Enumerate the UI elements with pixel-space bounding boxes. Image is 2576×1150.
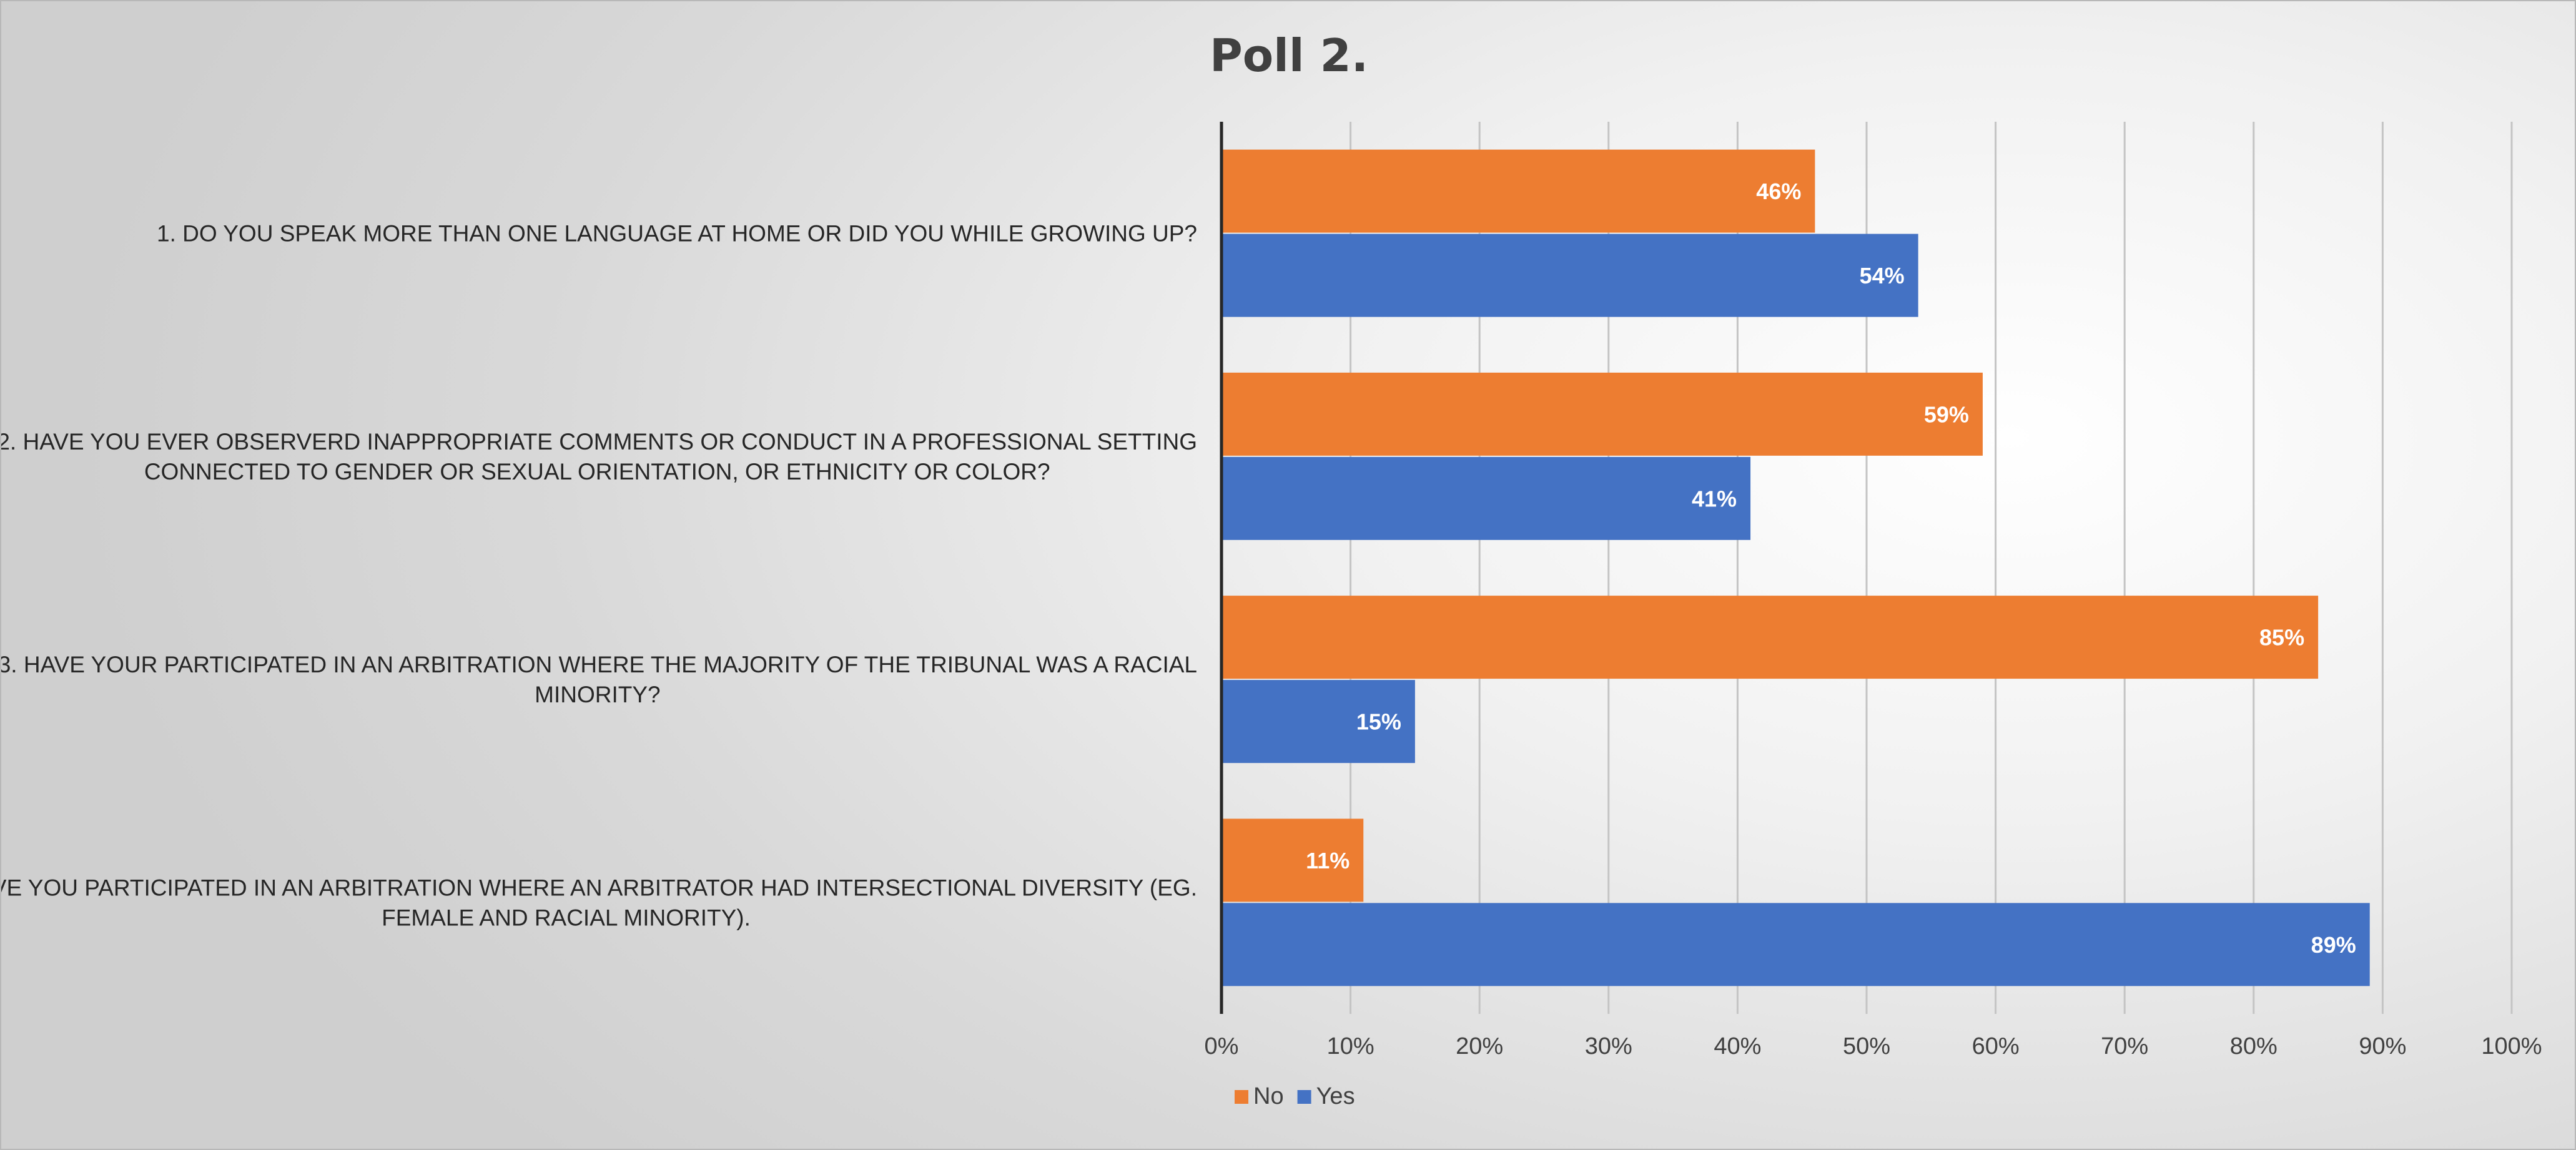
- data-label: 59%: [1924, 401, 1969, 427]
- legend-label: No: [1253, 1083, 1284, 1109]
- category-label-line: 1. DO YOU SPEAK MORE THAN ONE LANGUAGE A…: [157, 221, 1197, 247]
- data-label: 15%: [1356, 709, 1401, 735]
- bar-no: [1221, 372, 1983, 456]
- data-label: 85%: [2259, 625, 2304, 651]
- bar-no: [1221, 149, 1815, 233]
- legend-label: Yes: [1316, 1083, 1355, 1109]
- x-tick-label: 30%: [1585, 1033, 1632, 1059]
- category-labels: 1. DO YOU SPEAK MORE THAN ONE LANGUAGE A…: [1, 221, 1197, 931]
- data-label: 41%: [1692, 486, 1737, 511]
- bar-no: [1221, 818, 1364, 902]
- category-label: 3. HAVE YOUR PARTICIPATED IN AN ARBITRAT…: [1, 652, 1197, 707]
- x-tick-label: 50%: [1843, 1033, 1890, 1059]
- category-label-line: MINORITY?: [535, 682, 660, 707]
- data-label: 11%: [1306, 848, 1350, 873]
- data-labels: 46% 54% 59% 41% 85% 15% 11% 89%: [1306, 179, 2356, 958]
- legend: No Yes: [1235, 1083, 1355, 1109]
- category-label-line: 2. HAVE YOU EVER OBSERVERD INAPPROPRIATE…: [1, 429, 1197, 455]
- x-tick-label: 60%: [1972, 1033, 2020, 1059]
- bar-no: [1221, 596, 2319, 679]
- category-label-line: FEMALE AND RACIAL MINORITY).: [382, 905, 751, 930]
- chart-title: Poll 2.: [1210, 29, 1368, 82]
- legend-swatch-no: [1235, 1090, 1248, 1104]
- x-tick-label: 80%: [2230, 1033, 2277, 1059]
- category-label-line: 3. HAVE YOUR PARTICIPATED IN AN ARBITRAT…: [1, 652, 1197, 677]
- legend-swatch-yes: [1297, 1090, 1311, 1104]
- data-label: 54%: [1860, 263, 1905, 288]
- x-tick-label: 10%: [1327, 1033, 1374, 1059]
- category-label-line: CONNECTED TO GENDER OR SEXUAL ORIENTATIO…: [144, 459, 1050, 484]
- x-tick-label: 70%: [2101, 1033, 2148, 1059]
- bar-yes: [1221, 903, 2370, 986]
- bars: [1221, 149, 2370, 986]
- bar-yes: [1221, 233, 1918, 317]
- x-tick-label: 20%: [1456, 1033, 1503, 1059]
- x-tick-label: 0%: [1205, 1033, 1239, 1059]
- data-label: 89%: [2311, 932, 2356, 958]
- x-axis-ticks: 0% 10% 20% 30% 40% 50% 60% 70% 80% 90% 100%: [1205, 1033, 2542, 1059]
- x-tick-label: 100%: [2481, 1033, 2542, 1059]
- x-tick-label: 90%: [2359, 1033, 2406, 1059]
- category-label-line: 4. HAVE YOU PARTICIPATED IN AN ARBITRATI…: [1, 875, 1197, 900]
- category-label: 1. DO YOU SPEAK MORE THAN ONE LANGUAGE A…: [157, 221, 1197, 247]
- category-label: 2. HAVE YOU EVER OBSERVERD INAPPROPRIATE…: [1, 429, 1197, 484]
- data-label: 46%: [1756, 179, 1801, 204]
- bar-yes: [1221, 680, 1415, 764]
- category-label: 4. HAVE YOU PARTICIPATED IN AN ARBITRATI…: [1, 875, 1197, 930]
- bar-yes: [1221, 456, 1751, 540]
- x-tick-label: 40%: [1714, 1033, 1761, 1059]
